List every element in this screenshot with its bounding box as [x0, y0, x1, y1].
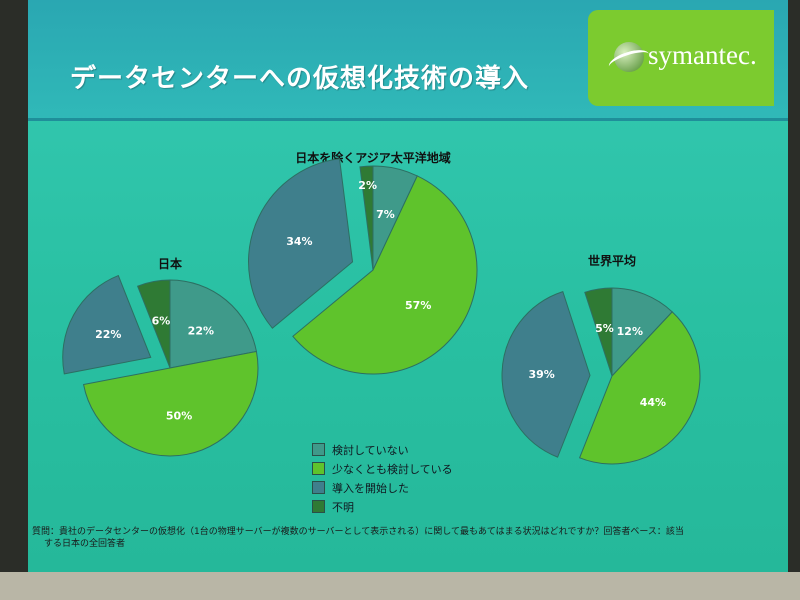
symantec-logo: symantec. [588, 10, 774, 106]
slide-title: データセンターへの仮想化技術の導入 [70, 64, 530, 94]
pie-slice [136, 279, 171, 369]
pie-slice [82, 350, 259, 457]
legend-label: 検討していない [332, 443, 409, 457]
pie-slice [501, 290, 591, 458]
legend-label: 導入を開始した [332, 481, 409, 495]
footnote-line-1: 質問：貴社のデータセンターの仮想化（1台の物理サーバーが複数のサーバーとして表示… [32, 527, 684, 537]
slice-value-label: 34% [286, 235, 312, 248]
logo-text: symantec. [648, 40, 757, 70]
legend-swatch [312, 462, 325, 475]
slice-value-label: 50% [166, 410, 192, 423]
presentation-slide: データセンターへの仮想化技術の導入 symantec. 日本 22% 50% 22% 6… [28, 0, 788, 572]
legend-swatch [312, 443, 325, 456]
pie-slice [292, 175, 478, 375]
pie-slice [248, 158, 354, 329]
screen-bottom-edge [0, 572, 800, 600]
pie-slice [169, 279, 258, 369]
legend-item: 不明 [312, 497, 453, 516]
pie-slice [611, 287, 673, 378]
title-divider [28, 118, 788, 121]
logo-globe-icon [614, 42, 644, 72]
slice-value-label: 22% [188, 325, 214, 338]
pie-slice [359, 165, 374, 271]
slice-value-label: 6% [152, 314, 171, 327]
slice-value-label: 7% [376, 208, 395, 221]
pie-slice [578, 311, 701, 465]
legend-label: 不明 [332, 500, 354, 514]
chart-title-1: 日本 [158, 256, 182, 271]
slice-value-label: 44% [640, 396, 666, 409]
slice-value-label: 2% [358, 179, 377, 192]
pie-slice [62, 274, 152, 375]
slice-value-label: 39% [528, 368, 554, 381]
pie-charts: 日本 22% 50% 22% 6% 日本を除くアジア太平洋地域 7% 57% 34% 2% 世界平均… [62, 150, 701, 465]
legend-swatch [312, 481, 325, 494]
survey-footnote: 質問：貴社のデータセンターの仮想化（1台の物理サーバーが複数のサーバーとして表示… [32, 526, 772, 550]
legend-label: 少なくとも検討している [332, 462, 453, 476]
slice-value-label: 57% [405, 299, 431, 312]
legend-item: 少なくとも検討している [312, 459, 453, 478]
legend-item: 導入を開始した [312, 478, 453, 497]
slice-value-label: 5% [595, 322, 614, 335]
chart-title-3: 世界平均 [588, 253, 636, 268]
legend-item: 検討していない [312, 440, 453, 459]
footnote-line-2: する日本の全回答者 [44, 539, 126, 549]
slice-value-label: 22% [95, 328, 121, 341]
pie-slice [584, 287, 613, 377]
slice-value-label: 12% [617, 325, 643, 338]
chart-legend: 検討していない少なくとも検討している 導入を開始した 不明 [312, 440, 453, 516]
chart-title-2: 日本を除くアジア太平洋地域 [295, 150, 451, 165]
legend-swatch [312, 500, 325, 513]
